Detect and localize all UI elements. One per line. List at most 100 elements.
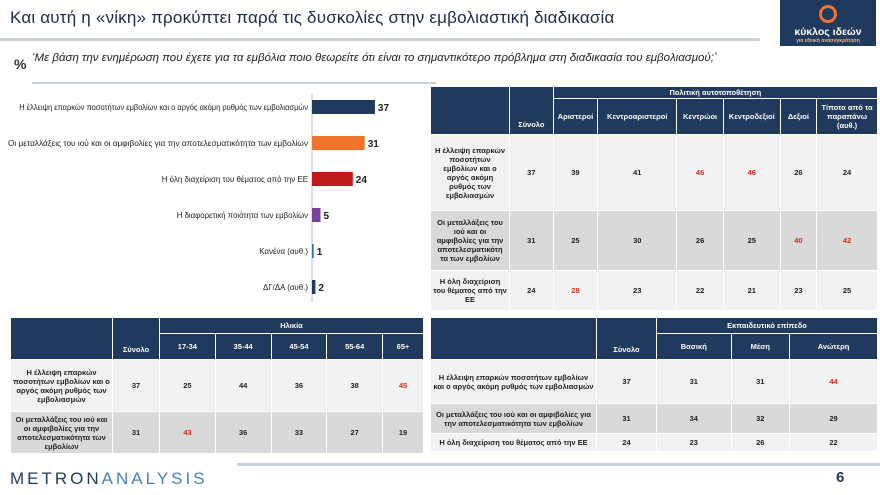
column-header: 35-44	[214, 333, 272, 360]
value-cell: 32	[730, 403, 791, 434]
value-cell: 40	[779, 210, 818, 271]
total-cell: 37	[112, 359, 160, 412]
row-label: Η όλη διαχείριση του θέματος από την ΕΕ	[430, 433, 597, 452]
political-table: Σύνολο Πολιτική αυτοτοποθέτηση Αριστεροί…	[429, 86, 879, 311]
value-cell: 22	[789, 433, 878, 452]
value-cell: 23	[656, 433, 732, 452]
row-label: Η όλη διαχείριση του θέματος από την ΕΕ	[429, 270, 511, 311]
total-cell: 31	[112, 411, 160, 454]
question-text: ‘Με βάση την ενημέρωση που έχετε για τα …	[32, 52, 717, 64]
column-header: 45-54	[270, 333, 328, 360]
bar	[312, 100, 375, 114]
percent-icon: %	[14, 56, 27, 72]
value-cell: 39	[552, 134, 599, 211]
value-cell: 31	[656, 359, 732, 404]
total-cell: 37	[509, 134, 554, 211]
total-cell: 24	[509, 270, 554, 311]
row-label: Οι μεταλλάξεις του ιού και οι αμφιβολίες…	[430, 403, 597, 434]
column-header: Αριστεροί	[552, 98, 599, 135]
table-row: Η όλη διαχείριση του θέματος από την ΕΕ 2…	[429, 270, 878, 311]
value-cell: 25	[816, 270, 878, 311]
value-label: 1	[317, 247, 323, 258]
bar-chart: Η έλλειψη επαρκών ποσοτήτων εμβολίων και…	[8, 94, 390, 302]
total-cell: 31	[596, 403, 657, 434]
footer-brand: METRONANALYSIS	[10, 469, 208, 489]
group-header: Εκπαιδευτικό επίπεδο	[656, 317, 878, 334]
value-cell: 25	[722, 210, 781, 271]
value-cell: 46	[676, 134, 724, 211]
bar	[312, 136, 365, 150]
logo-circle-icon	[819, 5, 837, 23]
value-cell: 25	[159, 359, 216, 412]
row-label: Η έλλειψη επαρκών ποσοτήτων εμβολίων και…	[429, 134, 511, 211]
value-cell: 19	[382, 411, 424, 454]
value-cell: 21	[722, 270, 781, 311]
value-cell: 46	[722, 134, 781, 211]
value-cell: 36	[214, 411, 272, 454]
corner-cell	[429, 86, 511, 135]
value-cell: 23	[779, 270, 818, 311]
category-label: Οι μεταλλάξεις του ιού και οι αμφιβολίες…	[8, 138, 308, 148]
group-header: Ηλικία	[159, 317, 424, 334]
logo: κύκλος ιδεών για εθνική ανασυγκρότηση	[780, 0, 876, 46]
bar	[312, 172, 353, 186]
table-row: Η έλλειψη επαρκών ποσοτήτων εμβολίων και…	[430, 359, 878, 404]
value-cell: 44	[789, 359, 878, 404]
group-header: Πολιτική αυτοτοποθέτηση	[552, 86, 879, 99]
value-cell: 33	[270, 411, 328, 454]
table-row: Η έλλειψη επαρκών ποσοτήτων εμβολίων και…	[429, 134, 878, 211]
value-cell: 44	[214, 359, 272, 412]
column-header: Ανώτερη	[789, 333, 878, 360]
column-header: Δεξιοί	[779, 98, 818, 135]
age-table: Σύνολο Ηλικία 17-34 35-44 45-54 55-64 65+ Η …	[10, 317, 424, 454]
table-row: Η όλη διαχείριση του θέματος από την ΕΕ 2…	[430, 433, 878, 452]
column-header: Μέση	[730, 333, 791, 360]
total-cell: 24	[596, 433, 657, 452]
total-header: Σύνολο	[509, 86, 554, 135]
column-header: 17-34	[159, 333, 216, 360]
value-label: 5	[324, 211, 330, 222]
row-label: Η έλλειψη επαρκών ποσοτήτων εμβολίων και…	[430, 359, 597, 404]
row-label: Οι μεταλλάξεις του ιού και οι αμφιβολίες…	[10, 411, 113, 454]
value-cell: 26	[779, 134, 818, 211]
value-cell: 26	[730, 433, 791, 452]
bar	[312, 208, 321, 222]
total-cell: 31	[509, 210, 554, 271]
column-header: Βασική	[656, 333, 732, 360]
value-cell: 23	[597, 270, 678, 311]
brand-part-a: METRON	[10, 469, 102, 488]
value-cell: 42	[816, 210, 878, 271]
value-cell: 43	[159, 411, 216, 454]
value-cell: 34	[656, 403, 732, 434]
corner-cell	[430, 317, 597, 360]
category-label: Η έλλειψη επαρκών ποσοτήτων εμβολίων και…	[19, 102, 308, 112]
table-row: Οι μεταλλάξεις του ιού και οι αμφιβολίες…	[430, 403, 878, 434]
table-row: Οι μεταλλάξεις του ιού και οι αμφιβολίες…	[10, 411, 424, 454]
value-cell: 38	[326, 359, 384, 412]
table-row: Η έλλειψη επαρκών ποσοτήτων εμβολίων και…	[10, 359, 424, 412]
total-header: Σύνολο	[112, 317, 160, 360]
value-label: 31	[368, 139, 380, 150]
value-label: 37	[378, 103, 390, 114]
row-label: Οι μεταλλάξεις του ιού και οι αμφιβολίες…	[429, 210, 511, 271]
value-cell: 22	[676, 270, 724, 311]
value-label: 2	[318, 283, 324, 294]
column-header: 65+	[382, 333, 424, 360]
row-label: Η έλλειψη επαρκών ποσοτήτων εμβολίων και…	[10, 359, 113, 412]
column-header: 55-64	[326, 333, 384, 360]
category-label: Κανένα (αυθ.)	[259, 246, 308, 256]
corner-cell	[10, 317, 113, 360]
value-cell: 28	[552, 270, 599, 311]
brand-part-b: ANALYSIS	[101, 469, 208, 488]
logo-subtitle: για εθνική ανασυγκρότηση	[780, 38, 876, 44]
table-row: Οι μεταλλάξεις του ιού και οι αμφιβολίες…	[429, 210, 878, 271]
page-title: Και αυτή η «νίκη» προκύπτει παρά τις δυσ…	[10, 8, 615, 27]
column-header: Κεντροδεξιοί	[722, 98, 781, 135]
total-header: Σύνολο	[596, 317, 657, 360]
footer-divider	[237, 463, 880, 466]
column-header: Κεντροαριστεροί	[597, 98, 678, 135]
value-label: 24	[356, 175, 368, 186]
value-cell: 31	[730, 359, 791, 404]
total-cell: 37	[596, 359, 657, 404]
category-label: ΔΓ/ΔΑ (αυθ.)	[263, 282, 308, 292]
